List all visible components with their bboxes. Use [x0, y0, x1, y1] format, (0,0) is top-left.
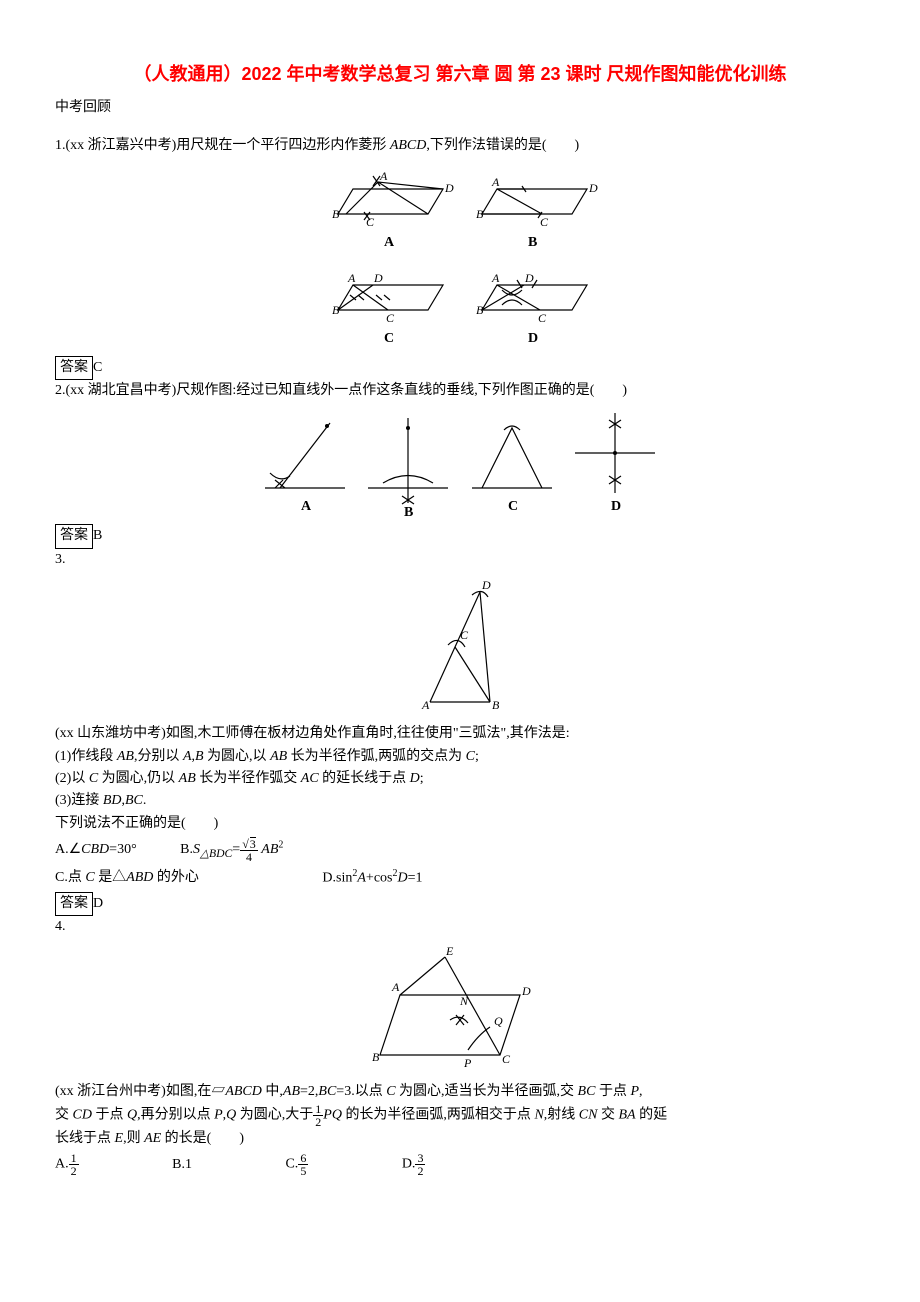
q1-fig-b: A B C D B — [462, 164, 602, 254]
q1-fig-a: A B C D A — [318, 164, 458, 254]
q1-fig-d: A B C D D — [462, 260, 602, 350]
svg-text:B: B — [332, 303, 340, 317]
q2-fig-c: C — [462, 408, 562, 518]
q2-fig-a: A — [255, 408, 355, 518]
svg-text:B: B — [528, 235, 537, 250]
q3-step3: (3)连接 BD,BC. — [55, 790, 865, 812]
q4-optC: C.65 — [285, 1152, 308, 1177]
svg-text:C: C — [508, 499, 518, 514]
q2-fig-d: D — [565, 408, 665, 518]
page-title: （人教通用）2022 年中考数学总复习 第六章 圆 第 23 课时 尺规作图知能… — [55, 60, 865, 89]
answer-box: 答案 — [55, 892, 93, 916]
q1-figures-row1: A B C D A A B C D B — [55, 164, 865, 254]
svg-text:C: C — [538, 311, 547, 325]
svg-text:E: E — [445, 945, 454, 958]
svg-text:A: A — [301, 499, 312, 514]
q1-fig-c: A B C D C — [318, 260, 458, 350]
svg-text:D: D — [588, 181, 598, 195]
q4-figure: A B C D E N P Q — [55, 945, 865, 1075]
svg-text:Q: Q — [494, 1014, 503, 1028]
q4-optA: A.12 — [55, 1152, 79, 1177]
svg-text:B: B — [332, 207, 340, 221]
q2-fig-b: B — [358, 408, 458, 518]
q2-answer: 答案B — [55, 524, 865, 548]
q2-figures: A B C D — [55, 408, 865, 518]
svg-text:A: A — [384, 235, 395, 250]
q3-figure: A B C D — [55, 577, 865, 717]
q4-num: 4. — [55, 916, 865, 938]
svg-text:D: D — [528, 331, 538, 346]
q3-num: 3. — [55, 549, 865, 571]
q4-optB: B.1 — [172, 1154, 192, 1176]
question-2: 2.(xx 湖北宜昌中考)尺规作图:经过已知直线外一点作这条直线的垂线,下列作图… — [55, 380, 865, 402]
svg-text:D: D — [481, 578, 491, 592]
question-1: 1.(xx 浙江嘉兴中考)用尺规在一个平行四边形内作菱形 ABCD,下列作法错误… — [55, 135, 865, 157]
q3-optB: B.S△BDC=√34 AB2 — [180, 837, 283, 864]
q1-text: 1.(xx 浙江嘉兴中考)用尺规在一个平行四边形内作菱形 ABCD,下列作法错误… — [55, 138, 579, 153]
svg-text:C: C — [366, 215, 375, 229]
svg-text:B: B — [492, 698, 500, 712]
q4-intro: (xx 浙江台州中考)如图,在▱ABCD 中,AB=2,BC=3.以点 C 为圆… — [55, 1081, 865, 1103]
q3-options-2: C.点 C 是△ABD 的外心 D.sin2A+cos2D=1 — [55, 866, 865, 890]
q3-optA: A.∠CBD=30° — [55, 839, 137, 861]
q3-ask: 下列说法不正确的是( ) — [55, 813, 865, 835]
svg-text:D: D — [521, 984, 531, 998]
q3-optC: C.点 C 是△ABD 的外心 — [55, 867, 199, 889]
q3-answer: 答案D — [55, 892, 865, 916]
svg-text:A: A — [379, 169, 388, 183]
svg-text:C: C — [460, 628, 469, 642]
svg-text:N: N — [459, 994, 469, 1008]
svg-text:C: C — [540, 215, 549, 229]
svg-text:B: B — [476, 303, 484, 317]
svg-text:B: B — [372, 1050, 380, 1064]
svg-text:P: P — [463, 1056, 472, 1070]
svg-text:A: A — [491, 175, 500, 189]
section-label: 中考回顾 — [55, 97, 865, 119]
svg-text:C: C — [384, 331, 394, 346]
q3-step2: (2)以 C 为圆心,仍以 AB 长为半径作弧交 AC 的延长线于点 D; — [55, 768, 865, 790]
q4-optD: D.32 — [402, 1152, 426, 1177]
svg-text:B: B — [476, 207, 484, 221]
svg-text:A: A — [491, 271, 500, 285]
q3-options: A.∠CBD=30° B.S△BDC=√34 AB2 — [55, 837, 865, 864]
q3-optD: D.sin2A+cos2D=1 — [322, 866, 422, 890]
svg-text:A: A — [421, 698, 430, 712]
q4-options: A.12 B.1 C.65 D.32 — [55, 1152, 865, 1177]
svg-text:A: A — [391, 980, 400, 994]
svg-text:D: D — [373, 271, 383, 285]
q2-text: 2.(xx 湖北宜昌中考)尺规作图:经过已知直线外一点作这条直线的垂线,下列作图… — [55, 383, 627, 398]
q4-cont: 交 CD 于点 Q,再分别以点 P,Q 为圆心,大于12PQ 的长为半径画弧,两… — [55, 1103, 865, 1128]
svg-text:A: A — [347, 271, 356, 285]
answer-box: 答案 — [55, 524, 93, 548]
svg-text:D: D — [611, 499, 621, 514]
q4-line3: 长线于点 E,则 AE 的长是( ) — [55, 1128, 865, 1150]
svg-text:D: D — [444, 181, 454, 195]
q3-step1: (1)作线段 AB,分别以 A,B 为圆心,以 AB 长为半径作弧,两弧的交点为… — [55, 746, 865, 768]
q1-answer: 答案C — [55, 356, 865, 380]
svg-text:C: C — [386, 311, 395, 325]
svg-text:C: C — [502, 1052, 511, 1066]
svg-text:D: D — [524, 271, 534, 285]
svg-text:B: B — [404, 505, 413, 518]
answer-box: 答案 — [55, 356, 93, 380]
q1-figures-row2: A B C D C A B C D D — [55, 260, 865, 350]
q3-intro: (xx 山东潍坊中考)如图,木工师傅在板材边角处作直角时,往往使用"三弧法",其… — [55, 723, 865, 745]
